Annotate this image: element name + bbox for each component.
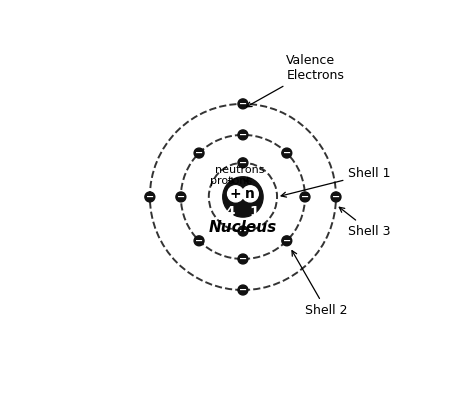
Circle shape	[238, 130, 248, 140]
Text: Shell 1: Shell 1	[281, 167, 391, 197]
Circle shape	[242, 186, 258, 202]
Circle shape	[176, 192, 186, 202]
Circle shape	[238, 254, 248, 264]
Circle shape	[228, 186, 244, 202]
Circle shape	[145, 192, 155, 202]
Text: −: −	[301, 192, 309, 202]
Text: protons: protons	[210, 176, 253, 185]
Text: −: −	[177, 192, 185, 202]
Text: 14: 14	[249, 205, 269, 219]
Text: −: −	[239, 285, 247, 295]
Circle shape	[194, 148, 204, 158]
Text: Shell 2: Shell 2	[292, 251, 347, 317]
Circle shape	[238, 226, 248, 236]
Text: Shell 3: Shell 3	[339, 207, 391, 237]
Circle shape	[194, 236, 204, 246]
Circle shape	[238, 99, 248, 109]
Text: Nucleus: Nucleus	[209, 220, 277, 235]
Text: −: −	[332, 192, 340, 202]
Circle shape	[238, 285, 248, 295]
Circle shape	[282, 236, 292, 246]
Circle shape	[331, 192, 341, 202]
Text: +: +	[230, 187, 241, 201]
Circle shape	[300, 192, 310, 202]
Text: −: −	[239, 254, 247, 264]
Text: n: n	[245, 187, 255, 201]
Text: neutrons: neutrons	[215, 165, 264, 182]
Text: −: −	[239, 158, 247, 168]
Circle shape	[238, 158, 248, 168]
Circle shape	[282, 148, 292, 158]
Text: −: −	[283, 148, 291, 158]
Text: −: −	[239, 226, 247, 236]
Text: −: −	[195, 148, 203, 158]
Text: −: −	[283, 236, 291, 246]
Text: Valence
Electrons: Valence Electrons	[246, 54, 344, 107]
Text: −: −	[239, 130, 247, 140]
Text: −: −	[239, 99, 247, 109]
Circle shape	[223, 177, 263, 217]
Text: −: −	[195, 236, 203, 246]
Text: −: −	[146, 192, 154, 202]
Text: 14: 14	[217, 205, 237, 219]
